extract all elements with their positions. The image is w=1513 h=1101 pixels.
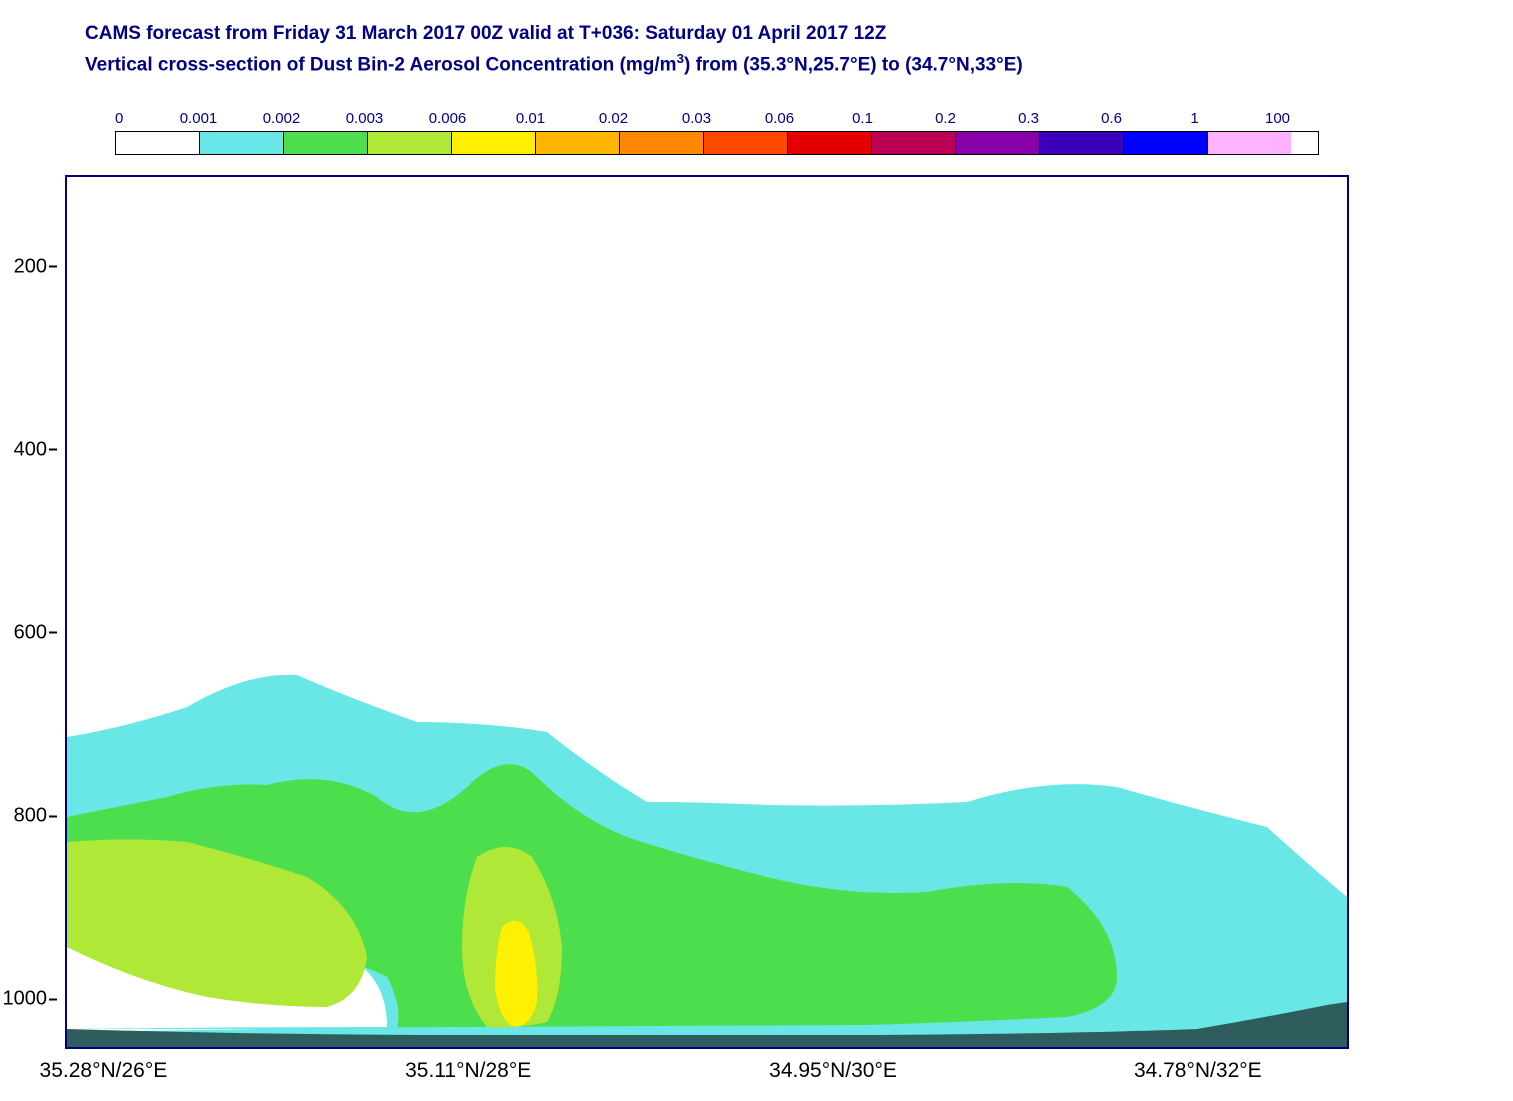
x-tick: 34.95°N/30°E <box>769 1059 897 1083</box>
y-tick: 600 <box>14 621 57 644</box>
colorbar-label: 0.03 <box>655 110 738 127</box>
x-tick: 34.78°N/32°E <box>1134 1059 1262 1083</box>
y-tick: 1000 <box>3 988 58 1011</box>
color-swatch <box>1040 132 1124 154</box>
color-swatch <box>704 132 788 154</box>
color-swatch <box>536 132 620 154</box>
y-tick: 200 <box>14 255 57 278</box>
color-swatch <box>1208 132 1291 154</box>
y-axis: 200 400 600 800 1000 <box>0 175 65 1045</box>
x-tick: 35.28°N/26°E <box>40 1059 168 1083</box>
colorbar-label: 0.02 <box>572 110 655 127</box>
colorbar-label: 0.6 <box>1070 110 1153 127</box>
color-swatch <box>620 132 704 154</box>
color-swatch <box>452 132 536 154</box>
y-tick: 800 <box>14 805 57 828</box>
colorbar-label: 0.01 <box>489 110 572 127</box>
plot-area <box>65 175 1349 1049</box>
color-swatch <box>788 132 872 154</box>
colorbar-swatches <box>115 131 1319 155</box>
color-swatch <box>284 132 368 154</box>
y-tick: 400 <box>14 438 57 461</box>
colorbar-label: 0.001 <box>157 110 240 127</box>
color-swatch <box>116 132 200 154</box>
x-tick: 35.11°N/28°E <box>405 1059 531 1083</box>
colorbar-label: 1 <box>1153 110 1236 127</box>
color-swatch <box>1124 132 1208 154</box>
contour-svg <box>67 177 1347 1047</box>
colorbar-label: 0.006 <box>406 110 489 127</box>
colorbar: 00.0010.0020.0030.0060.010.020.030.060.1… <box>115 110 1319 155</box>
color-swatch <box>368 132 452 154</box>
colorbar-labels: 00.0010.0020.0030.0060.010.020.030.060.1… <box>115 110 1319 127</box>
chart-title: CAMS forecast from Friday 31 March 2017 … <box>85 20 1023 79</box>
colorbar-label: 0.002 <box>240 110 323 127</box>
colorbar-label: 0.1 <box>821 110 904 127</box>
colorbar-label: 0 <box>115 110 157 127</box>
colorbar-label: 0.2 <box>904 110 987 127</box>
color-swatch <box>956 132 1040 154</box>
title-line-2: Vertical cross-section of Dust Bin-2 Aer… <box>85 49 1023 80</box>
colorbar-label: 0.06 <box>738 110 821 127</box>
colorbar-label: 0.3 <box>987 110 1070 127</box>
colorbar-label: 100 <box>1236 110 1319 127</box>
color-swatch <box>872 132 956 154</box>
colorbar-label: 0.003 <box>323 110 406 127</box>
x-axis: 35.28°N/26°E35.11°N/28°E34.95°N/30°E34.7… <box>65 1045 1345 1085</box>
color-swatch <box>200 132 284 154</box>
title-line-1: CAMS forecast from Friday 31 March 2017 … <box>85 20 1023 49</box>
